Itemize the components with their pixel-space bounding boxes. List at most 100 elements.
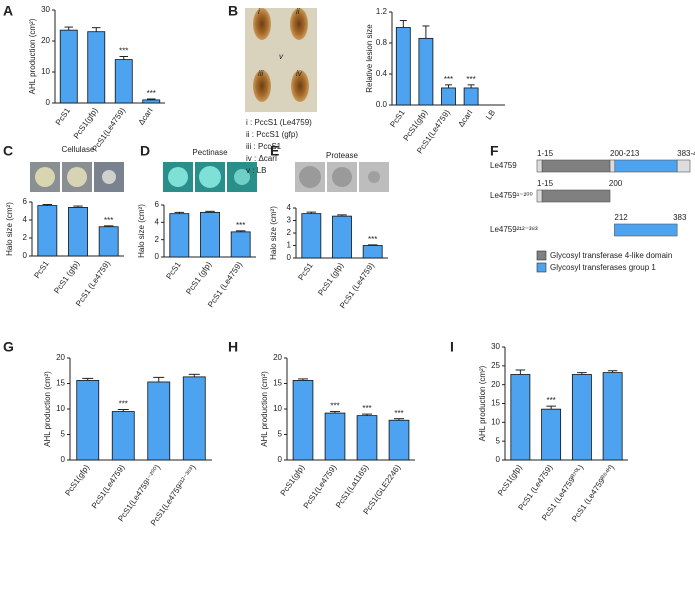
y-tick-label: 0 — [46, 98, 51, 107]
panel-letter: B — [228, 3, 238, 19]
bar — [324, 412, 346, 461]
y-tick-label: 10 — [56, 404, 65, 413]
bar — [541, 408, 562, 461]
y-tick-label: 15 — [273, 379, 282, 388]
x-tick-label: PcS1 (gfp) — [52, 259, 81, 295]
x-tick-label: PcS1 — [54, 106, 73, 127]
bar — [59, 29, 78, 104]
y-tick-label: 2 — [287, 228, 292, 237]
bar — [76, 380, 100, 461]
y-tick-label: 3 — [287, 216, 292, 225]
bar — [510, 374, 531, 461]
bar — [332, 215, 352, 259]
x-tick-label: ΔcarI — [137, 106, 155, 126]
bar — [463, 87, 479, 106]
domain-segment — [609, 159, 616, 173]
y-axis-title: AHL production (cm²) — [478, 365, 487, 441]
chart-title: Cellulase — [62, 145, 95, 154]
photo-legend-entry: iii : PccS1 — [246, 142, 282, 151]
bar — [230, 231, 251, 258]
panel-letter: C — [3, 143, 13, 159]
bar — [98, 226, 119, 257]
domain-segment — [536, 159, 543, 173]
bar — [111, 411, 135, 461]
x-tick-label: ΔcarI — [456, 108, 474, 128]
bar — [37, 205, 58, 257]
photo-label: ii — [296, 7, 300, 16]
y-tick-label: 5 — [496, 436, 501, 445]
chart-title: Protease — [326, 151, 359, 160]
y-tick-label: 0 — [278, 455, 283, 464]
panel-letter: F — [490, 143, 499, 159]
protein-name: Le4759¹⁻²⁰⁰ — [490, 191, 533, 200]
legend-label: Glycosyl transferase 4-like domain — [550, 251, 672, 260]
y-tick-label: 10 — [491, 417, 500, 426]
domain-segment — [536, 189, 543, 203]
bar — [114, 59, 133, 104]
y-tick-label: 2 — [23, 233, 28, 242]
y-axis-title: Relative lesion size — [365, 24, 374, 93]
panel-letter: D — [140, 143, 150, 159]
dish-photos — [30, 162, 389, 192]
x-tick-label: PcS1 — [164, 260, 183, 281]
residue-label: 1-15 — [537, 179, 554, 188]
photo-legend-entry: iv : ΔcarI — [246, 154, 277, 163]
y-tick-label: 6 — [155, 200, 160, 209]
y-tick-label: 4 — [287, 203, 292, 212]
domain-segment — [614, 223, 678, 237]
significance: *** — [394, 409, 403, 418]
bar — [395, 27, 411, 106]
photo-legend-entry: v : LB — [246, 166, 266, 175]
y-tick-label: 5 — [61, 430, 66, 439]
domain-segment — [541, 159, 611, 173]
y-tick-label: 0.8 — [376, 38, 388, 47]
y-tick-label: 25 — [491, 361, 500, 370]
x-tick-label: LB — [484, 108, 497, 121]
bar — [68, 206, 88, 257]
protein-name: Le4759²¹²⁻³⁸³ — [490, 225, 538, 234]
photo-label: iv — [296, 69, 303, 78]
panel-letter: I — [450, 339, 454, 355]
y-tick-label: 0 — [61, 455, 66, 464]
legend-label: Glycosyl transferases group 1 — [550, 263, 656, 272]
significance: *** — [546, 396, 555, 405]
residue-label: 212 — [614, 213, 628, 222]
bar — [441, 87, 456, 106]
y-tick-label: 20 — [273, 353, 282, 362]
y-tick-label: 15 — [491, 399, 500, 408]
x-tick-label: PcS1 (gfp) — [184, 260, 213, 296]
bar — [142, 99, 161, 104]
photo-label: iii — [258, 69, 264, 78]
y-axis-title: Halo size (cm²) — [269, 206, 278, 260]
significance: *** — [104, 216, 113, 225]
protein-name: Le4759 — [490, 161, 517, 170]
significance: *** — [444, 75, 453, 84]
y-tick-label: 20 — [491, 380, 500, 389]
domain-segment — [541, 189, 611, 203]
panel-letter: H — [228, 339, 238, 355]
panel-letter: A — [3, 3, 13, 19]
panel-letter: G — [3, 339, 14, 355]
bar — [292, 380, 314, 461]
photo-label: i — [258, 7, 260, 16]
y-axis-title: AHL production (cm²) — [260, 371, 269, 447]
y-tick-label: 0 — [287, 253, 292, 262]
x-tick-label: PcS1 — [388, 108, 407, 129]
y-axis-title: Halo size (cm²) — [137, 204, 146, 258]
y-tick-label: 0 — [496, 455, 501, 464]
x-tick-label: PcS1(Le4759) — [302, 463, 339, 510]
leaf-photo — [245, 8, 317, 112]
residue-label: 383 — [673, 213, 687, 222]
bar — [182, 376, 206, 461]
domain-segment — [676, 159, 691, 173]
x-tick-label: PcS1 — [296, 261, 315, 282]
y-tick-label: 10 — [273, 404, 282, 413]
significance: *** — [330, 402, 339, 411]
bar — [147, 381, 171, 461]
y-tick-label: 30 — [41, 5, 50, 14]
bar — [388, 419, 410, 461]
y-tick-label: 5 — [278, 430, 283, 439]
y-tick-label: 4 — [155, 217, 160, 226]
bar — [200, 211, 220, 258]
